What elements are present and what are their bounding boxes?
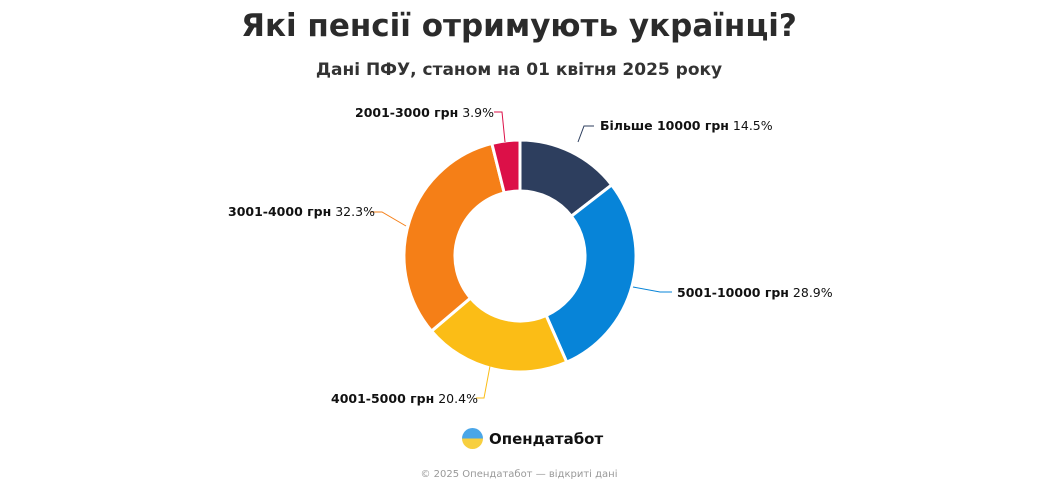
leader-line-4 <box>494 111 506 143</box>
chart-subtitle: Дані ПФУ, станом на 01 квітня 2025 року <box>315 60 723 80</box>
chart-title: Які пенсії отримують українці? <box>241 8 797 44</box>
label-slice-3: 3001-4000 грн 32.3% <box>228 204 375 219</box>
donut-slice-1 <box>544 183 638 364</box>
donut-slice-3 <box>402 141 506 333</box>
leader-line-0 <box>577 125 594 143</box>
leader-line-1 <box>632 286 672 293</box>
opendatabot-logo-icon <box>462 428 483 449</box>
brand: Опендатабот <box>462 428 603 449</box>
donut-slice-4 <box>490 138 522 195</box>
label-slice-2: 4001-5000 грн 20.4% <box>331 391 478 406</box>
leader-line-3 <box>370 211 407 227</box>
footer-text: © 2025 Опендатабот — відкриті дані <box>420 469 618 480</box>
label-slice-0: Більше 10000 грн 14.5% <box>600 118 773 133</box>
label-slice-4: 2001-3000 грн 3.9% <box>355 105 494 120</box>
leader-line-2 <box>476 365 491 399</box>
label-slice-1: 5001-10000 грн 28.9% <box>677 285 833 300</box>
brand-name: Опендатабот <box>489 429 604 448</box>
